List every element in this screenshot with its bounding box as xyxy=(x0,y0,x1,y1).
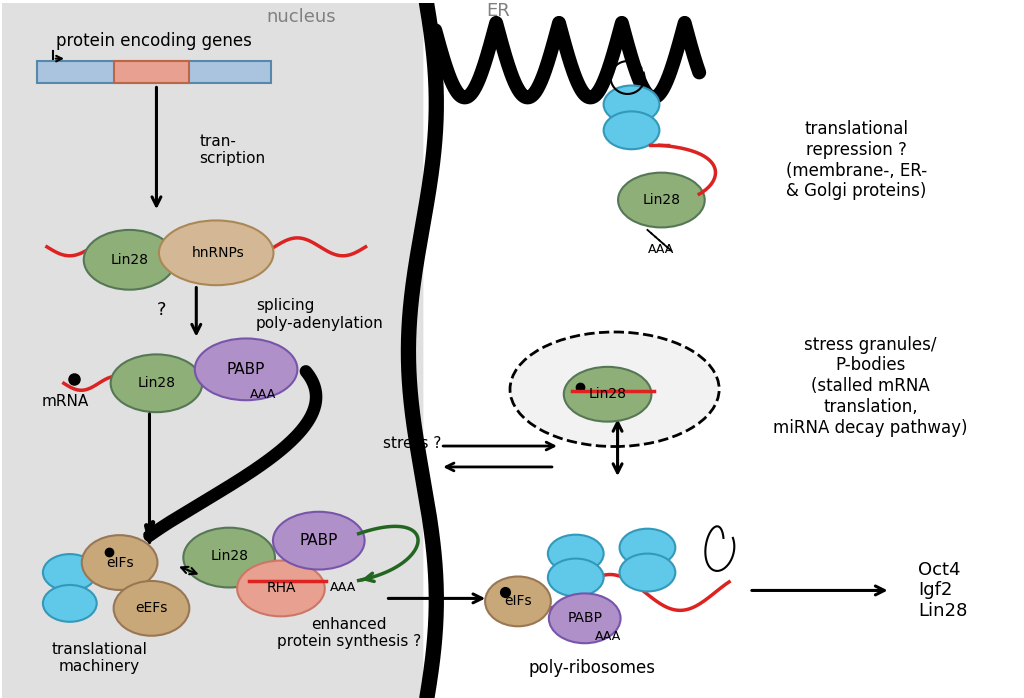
Text: RHA: RHA xyxy=(266,581,296,595)
Text: ?: ? xyxy=(157,301,167,318)
Ellipse shape xyxy=(273,512,365,570)
Text: Oct4
Igf2
Lin28: Oct4 Igf2 Lin28 xyxy=(919,560,968,621)
Ellipse shape xyxy=(84,230,175,290)
Text: translational
machinery: translational machinery xyxy=(52,642,147,674)
Text: eEFs: eEFs xyxy=(135,602,168,616)
Ellipse shape xyxy=(603,112,659,149)
Text: translational
repression ?
(membrane-, ER-
& Golgi proteins): translational repression ? (membrane-, E… xyxy=(786,120,927,200)
Ellipse shape xyxy=(620,554,676,591)
Ellipse shape xyxy=(114,581,189,636)
Ellipse shape xyxy=(183,528,275,588)
Text: nucleus: nucleus xyxy=(266,8,336,26)
Text: PABP: PABP xyxy=(227,362,265,377)
Text: Lin28: Lin28 xyxy=(589,387,627,401)
Text: AAA: AAA xyxy=(250,388,276,401)
Ellipse shape xyxy=(238,560,325,616)
Ellipse shape xyxy=(195,339,297,400)
Ellipse shape xyxy=(111,355,203,412)
Text: Lin28: Lin28 xyxy=(642,193,680,207)
Text: AAA: AAA xyxy=(648,244,675,256)
Ellipse shape xyxy=(618,172,705,228)
Text: tran-
scription: tran- scription xyxy=(200,134,265,166)
Text: mRNA: mRNA xyxy=(42,394,89,409)
FancyBboxPatch shape xyxy=(1,2,423,698)
Text: ER: ER xyxy=(486,2,510,20)
Ellipse shape xyxy=(620,528,676,567)
Text: eIFs: eIFs xyxy=(105,556,133,570)
Ellipse shape xyxy=(82,535,158,590)
Ellipse shape xyxy=(603,85,659,124)
Text: PABP: PABP xyxy=(300,533,338,548)
Text: PABP: PABP xyxy=(567,611,602,625)
Ellipse shape xyxy=(43,585,96,622)
Text: Lin28: Lin28 xyxy=(111,253,148,267)
Text: stress granules/
P-bodies
(stalled mRNA
translation,
miRNA decay pathway): stress granules/ P-bodies (stalled mRNA … xyxy=(773,336,968,437)
Ellipse shape xyxy=(549,593,621,644)
Ellipse shape xyxy=(510,332,719,447)
Text: AAA: AAA xyxy=(595,630,621,643)
Ellipse shape xyxy=(159,221,273,285)
Text: stress ?: stress ? xyxy=(383,436,441,450)
Text: eIFs: eIFs xyxy=(504,595,531,609)
Ellipse shape xyxy=(485,577,551,626)
Text: hnRNPs: hnRNPs xyxy=(191,246,245,260)
Bar xyxy=(114,61,189,82)
Bar xyxy=(37,61,271,82)
Text: protein encoding genes: protein encoding genes xyxy=(56,31,252,50)
Text: AAA: AAA xyxy=(330,581,355,594)
Ellipse shape xyxy=(43,554,96,591)
Text: poly-ribosomes: poly-ribosomes xyxy=(528,659,655,677)
Text: enhanced
protein synthesis ?: enhanced protein synthesis ? xyxy=(276,617,421,649)
Text: splicing
poly-adenylation: splicing poly-adenylation xyxy=(256,298,384,331)
Ellipse shape xyxy=(548,558,603,596)
Ellipse shape xyxy=(564,367,651,422)
Ellipse shape xyxy=(548,535,603,572)
Text: Lin28: Lin28 xyxy=(137,376,175,390)
Text: Lin28: Lin28 xyxy=(210,549,248,563)
